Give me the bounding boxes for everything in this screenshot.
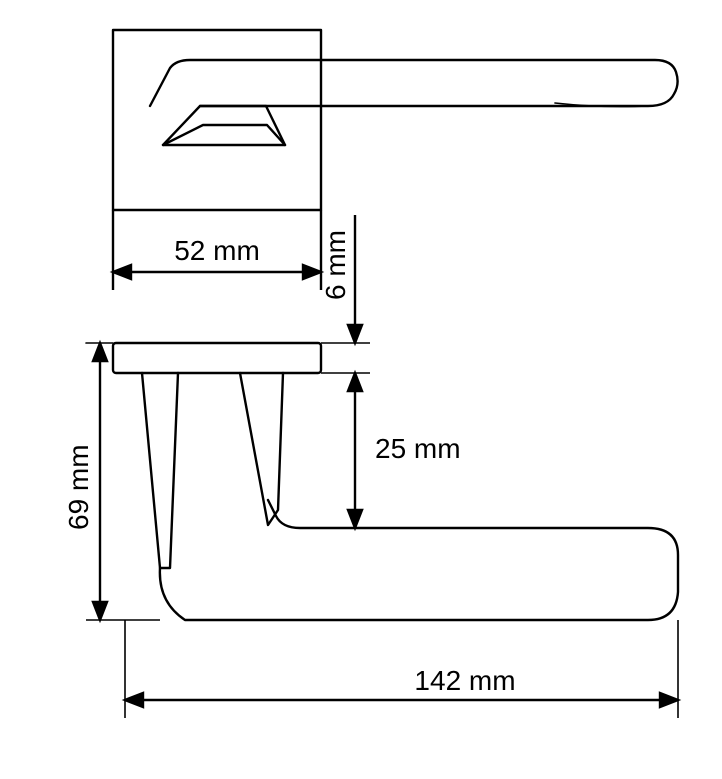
label-52mm: 52 mm bbox=[174, 235, 260, 266]
technical-drawing: 52 mm 6 mm bbox=[0, 0, 722, 779]
dimension-142mm: 142 mm bbox=[125, 665, 678, 707]
handle-neck-facet bbox=[163, 125, 285, 145]
label-25mm: 25 mm bbox=[375, 433, 461, 464]
label-142mm: 142 mm bbox=[414, 665, 515, 696]
dimension-52mm: 52 mm bbox=[113, 210, 321, 290]
lever-top bbox=[150, 60, 678, 106]
dimension-25mm: 25 mm bbox=[321, 373, 461, 528]
label-6mm: 6 mm bbox=[320, 230, 351, 300]
lever-side bbox=[160, 500, 678, 620]
dimension-69mm: 69 mm bbox=[63, 343, 107, 620]
side-view bbox=[86, 343, 678, 620]
top-view bbox=[113, 30, 678, 210]
post-right bbox=[240, 373, 283, 525]
label-69mm: 69 mm bbox=[63, 444, 94, 530]
dimension-6mm: 6 mm bbox=[320, 215, 370, 373]
baselines bbox=[86, 620, 678, 718]
rosette-plate-top bbox=[113, 30, 321, 210]
post-left bbox=[142, 373, 178, 568]
rosette-plate-side bbox=[113, 343, 321, 373]
